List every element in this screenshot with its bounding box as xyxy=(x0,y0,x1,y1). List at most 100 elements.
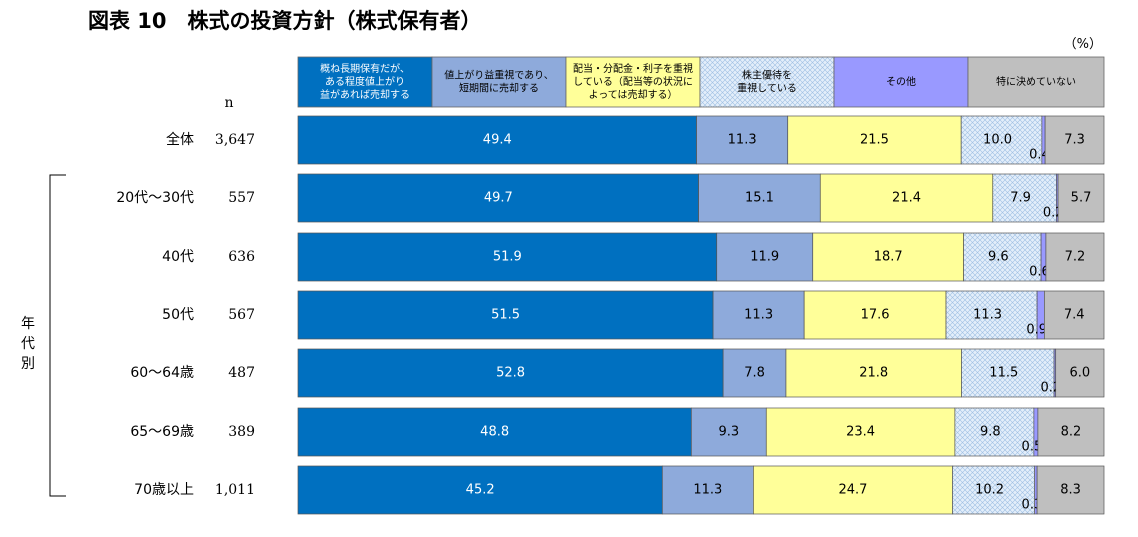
legend-label: よっては売却する） xyxy=(589,88,678,101)
bar-segment xyxy=(803,290,947,340)
bar-segment xyxy=(992,173,1057,223)
group-label-char: 代 xyxy=(21,336,35,352)
legend-swatch xyxy=(967,56,1105,108)
legend-label: 短期間に売却する xyxy=(459,82,539,95)
legend-label: ある程度値上がり xyxy=(325,75,405,88)
data-label: 49.7 xyxy=(484,191,513,206)
bar-segment xyxy=(945,290,1038,340)
n-value: 1,011 xyxy=(215,482,255,498)
category-label: 20代～30代 xyxy=(116,190,194,206)
unit-label: （%） xyxy=(1064,37,1102,52)
data-label: 49.4 xyxy=(483,133,512,148)
data-label: 7.4 xyxy=(1064,308,1085,323)
data-label: 8.3 xyxy=(1060,483,1081,498)
legend-label: している（配当等の状況に xyxy=(573,75,693,88)
data-label: 7.2 xyxy=(1065,250,1086,265)
n-value: 567 xyxy=(228,307,255,323)
data-label: 21.4 xyxy=(892,191,921,206)
bar-segment xyxy=(712,290,805,340)
data-label: 23.4 xyxy=(846,425,875,440)
bar-row: 50代 567 51.5 11.3 17.6 11.3 0.9 7.4 xyxy=(162,290,1105,340)
bar-segment xyxy=(297,232,718,282)
bar-segment xyxy=(765,407,956,457)
legend-label: 概ね長期保有だが、 xyxy=(320,62,410,75)
bar-segment xyxy=(297,407,692,457)
bar-segment xyxy=(1057,173,1105,223)
bar-segment xyxy=(661,465,754,515)
chart-title: 図表 10 株式の投資方針（株式保有者） xyxy=(88,9,482,33)
data-label: 52.8 xyxy=(496,366,525,381)
data-label: 11.9 xyxy=(750,250,779,265)
legend-label: 値上がり益重視であり、 xyxy=(444,69,554,82)
n-header: n xyxy=(224,95,233,111)
legend-item: 特に決めていない xyxy=(967,56,1105,108)
group-label-char: 年 xyxy=(21,316,35,332)
legend-label: 株主優待を xyxy=(742,69,792,82)
legend-item: 値上がり益重視であり、短期間に売却する xyxy=(431,56,567,108)
bar-segment xyxy=(963,232,1042,282)
data-label: 11.3 xyxy=(693,483,722,498)
category-label: 40代 xyxy=(162,249,194,265)
data-label: 21.5 xyxy=(860,133,889,148)
data-label: 51.5 xyxy=(491,308,520,323)
group-bracket xyxy=(49,174,66,497)
legend-label: 特に決めていない xyxy=(996,76,1076,88)
legend-swatch xyxy=(565,56,701,108)
data-label: 0.4 xyxy=(1029,148,1050,163)
data-label: 11.3 xyxy=(728,133,757,148)
bar-segment xyxy=(785,348,962,398)
data-label: 5.7 xyxy=(1071,191,1092,206)
category-label: 70歳以上 xyxy=(134,482,194,498)
data-label: 8.2 xyxy=(1061,425,1082,440)
bar-segment xyxy=(1045,232,1105,282)
category-label: 全体 xyxy=(166,131,194,148)
bar-row: 65～69歳 389 48.8 9.3 23.4 9.8 0.5 8.2 xyxy=(130,407,1105,457)
legend-label: 配当・分配金・利子を重視 xyxy=(573,62,693,75)
data-label: 51.9 xyxy=(493,250,522,265)
data-label: 9.8 xyxy=(980,425,1001,440)
category-label: 50代 xyxy=(162,307,194,323)
bar-segment xyxy=(716,232,814,282)
data-label: 0.9 xyxy=(1026,323,1047,338)
data-label: 15.1 xyxy=(745,191,774,206)
bar-segment xyxy=(1037,407,1105,457)
legend-swatch xyxy=(833,56,969,108)
bar-segment xyxy=(297,173,699,223)
bar-row: 40代 636 51.9 11.9 18.7 9.6 0.6 7.2 xyxy=(162,232,1105,282)
data-label: 17.6 xyxy=(861,308,890,323)
bar-segment xyxy=(1055,348,1105,398)
n-value: 389 xyxy=(228,424,255,440)
legend-item: その他 xyxy=(833,56,969,108)
bar-row: 60～64歳 487 52.8 7.8 21.8 11.50.26.0 xyxy=(130,348,1105,398)
bar-segment xyxy=(297,115,697,165)
data-label: 0.6 xyxy=(1029,265,1050,280)
data-label: 24.7 xyxy=(838,483,867,498)
data-label: 7.3 xyxy=(1064,133,1085,148)
legend-label: 益があれば売却する xyxy=(320,88,410,101)
bar-segment xyxy=(698,173,821,223)
data-label: 6.0 xyxy=(1070,366,1091,381)
data-label: 11.5 xyxy=(989,366,1018,381)
bar-segment xyxy=(696,115,789,165)
legend-label: その他 xyxy=(886,75,916,88)
bar-segment xyxy=(1036,465,1105,515)
legend-label: 重視している xyxy=(737,82,797,95)
data-label: 10.2 xyxy=(975,483,1004,498)
category-label: 65～69歳 xyxy=(130,424,194,440)
bar-segment xyxy=(961,348,1055,398)
data-label: 9.3 xyxy=(718,425,739,440)
legend-swatch xyxy=(431,56,567,108)
n-value: 3,647 xyxy=(215,132,255,148)
bar-segment xyxy=(1044,290,1105,340)
n-value: 487 xyxy=(228,365,255,381)
bar-segment xyxy=(812,232,964,282)
data-label: 10.0 xyxy=(983,133,1012,148)
legend-swatch xyxy=(297,56,433,108)
bar-segment xyxy=(1044,115,1105,165)
data-label: 18.7 xyxy=(874,250,903,265)
data-label: 9.6 xyxy=(988,250,1009,265)
bar-segment xyxy=(787,115,962,165)
